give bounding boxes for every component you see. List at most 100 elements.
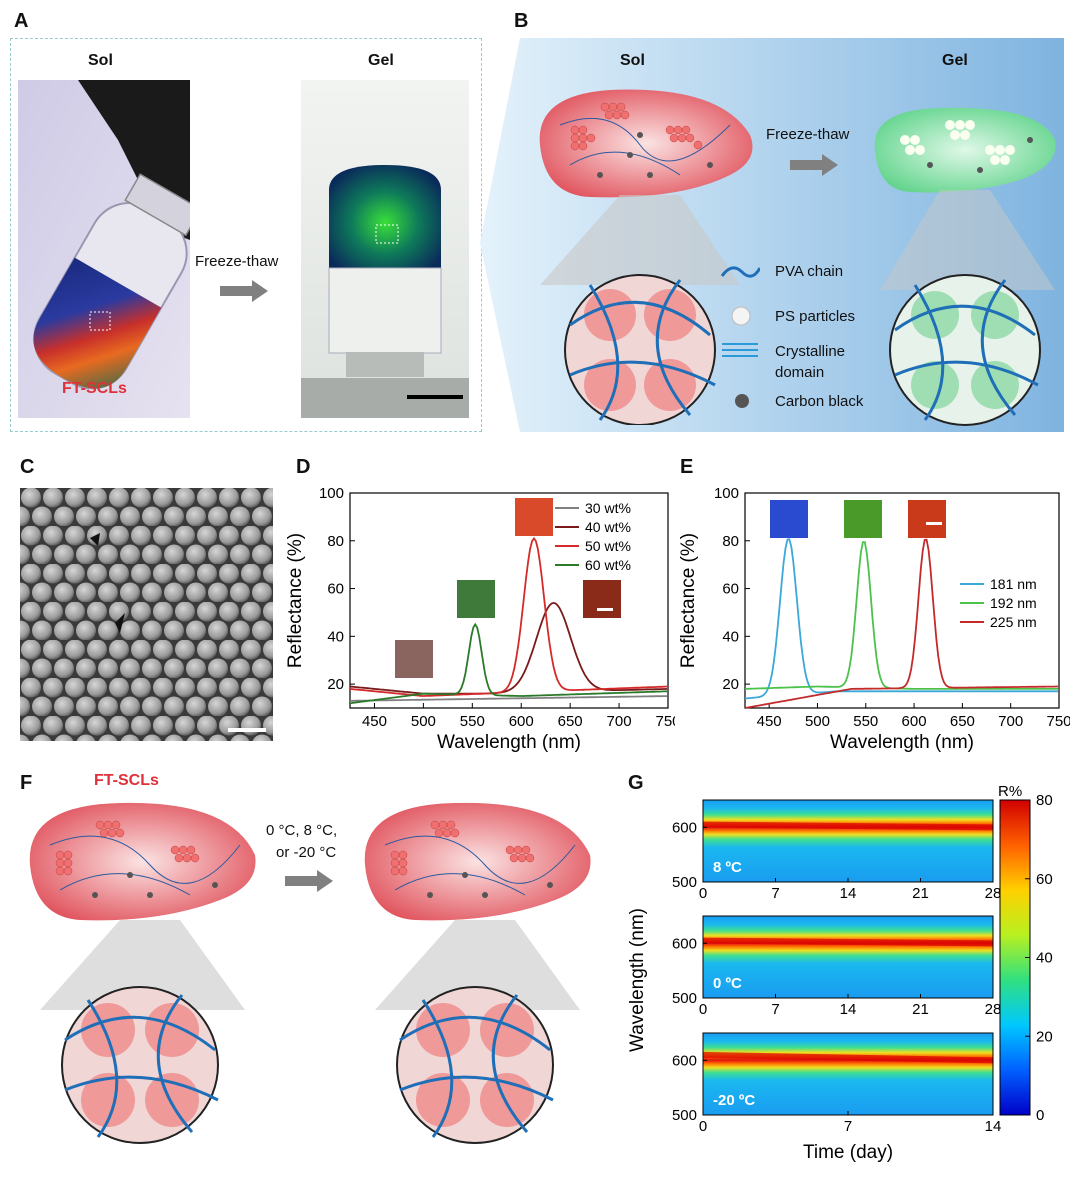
y-tick-label: 500 xyxy=(672,990,697,1007)
x-tick-label: 21 xyxy=(912,885,929,902)
x-tick-label: 650 xyxy=(558,713,583,730)
legend-label-0: 30 wt% xyxy=(585,500,631,516)
panel-label-b: B xyxy=(514,10,529,32)
sem-image xyxy=(20,488,273,741)
plot-frame xyxy=(744,492,1060,709)
x-tick-label: 21 xyxy=(912,1001,929,1018)
panel-label-c: C xyxy=(20,456,35,478)
series-line-3 xyxy=(349,622,668,705)
panel-f-arrow-icon xyxy=(285,870,333,892)
colorbar-tick-label: 60 xyxy=(1036,871,1053,888)
panel-b-sol-title: Sol xyxy=(620,52,645,69)
x-tick-label: 750 xyxy=(655,713,675,730)
panel-f-condition-line1: 0 °C, 8 °C, xyxy=(266,822,338,839)
y-axis-label: Reflectance (%) xyxy=(678,533,699,668)
gel-vial-photo xyxy=(301,80,469,418)
colorbar-tick-label: 80 xyxy=(1036,792,1053,809)
legend-label-2: 225 nm xyxy=(990,614,1037,630)
swatch-181nm xyxy=(770,500,808,538)
x-tick-label: 600 xyxy=(509,713,534,730)
legend-label-2: 50 wt% xyxy=(585,538,631,554)
heatmap-0 xyxy=(703,800,993,882)
ps-particle-icon xyxy=(731,306,751,326)
swatch-50wt xyxy=(515,498,553,536)
x-axis-label: Time (day) xyxy=(803,1142,893,1163)
x-tick-label: 7 xyxy=(844,1118,852,1135)
heatmap-condition-label-0: 8 ºC xyxy=(713,859,742,876)
panel-f-droplet-after xyxy=(364,802,591,1144)
panel-a-gel-title: Gel xyxy=(368,52,394,69)
x-tick-label: 28 xyxy=(985,885,1002,902)
y-tick-label: 80 xyxy=(722,533,739,550)
x-tick-label: 450 xyxy=(757,713,782,730)
panel-label-d: D xyxy=(296,456,311,478)
heatmap-condition-label-1: 0 ºC xyxy=(713,975,742,992)
panel-label-e: E xyxy=(680,456,694,478)
series-line-2 xyxy=(744,538,1058,709)
x-tick-label: 7 xyxy=(771,885,779,902)
legend-pva-chain: PVA chain xyxy=(775,263,844,280)
panel-a-sol-title: Sol xyxy=(88,52,113,69)
x-tick-label: 28 xyxy=(985,1001,1002,1018)
panel-f-droplet-before xyxy=(29,802,256,1144)
swatch-192nm xyxy=(844,500,882,538)
swatch-scale-bar xyxy=(597,608,613,611)
swatch-225nm xyxy=(908,500,946,538)
x-tick-label: 500 xyxy=(805,713,830,730)
panel-b-arrow-icon xyxy=(790,154,838,176)
chart-d: 450 500 550 600 650 700 750 20 40 60 80 100 Waveleng… xyxy=(285,485,675,753)
panel-b-sol-droplet xyxy=(539,89,753,425)
x-tick-label: 600 xyxy=(902,713,927,730)
x-axis-label: Wavelength (nm) xyxy=(830,732,974,753)
x-tick-label: 0 xyxy=(699,885,707,902)
x-tick-label: 500 xyxy=(411,713,436,730)
y-tick-label: 600 xyxy=(672,935,697,952)
y-tick-label: 100 xyxy=(319,485,344,502)
panel-label-a: A xyxy=(14,10,29,32)
series-line-0 xyxy=(350,695,667,702)
panel-b-gel-title: Gel xyxy=(942,52,968,69)
swatch-40wt xyxy=(583,580,621,618)
heatmap-2 xyxy=(703,1033,993,1115)
swatch-30wt xyxy=(395,640,433,678)
x-tick-label: 750 xyxy=(1046,713,1070,730)
series-line-2 xyxy=(349,536,668,697)
heatmap-1 xyxy=(703,916,993,998)
crystalline-domain-icon xyxy=(722,343,758,357)
heatmap-peak-ridge-1 xyxy=(702,937,994,947)
y-tick-label: 20 xyxy=(327,676,344,693)
panel-label-f: F xyxy=(20,772,33,794)
x-tick-label: 0 xyxy=(699,1001,707,1018)
y-axis-label: Reflectance (%) xyxy=(285,533,306,668)
colorbar-tick-label: 40 xyxy=(1036,950,1053,967)
x-tick-label: 14 xyxy=(985,1118,1002,1135)
x-axis-label: Wavelength (nm) xyxy=(437,732,581,753)
x-tick-label: 550 xyxy=(460,713,485,730)
heatmap-peak-ridge-0 xyxy=(702,821,994,831)
plot-frame xyxy=(349,492,669,709)
x-tick-label: 700 xyxy=(998,713,1023,730)
x-tick-label: 450 xyxy=(362,713,387,730)
pva-chain-icon xyxy=(720,266,760,278)
legend-label-1: 40 wt% xyxy=(585,519,631,535)
x-tick-label: 0 xyxy=(699,1118,707,1135)
heatmap-condition-label-2: -20 ºC xyxy=(713,1092,755,1109)
y-axis-label: Wavelength (nm) xyxy=(627,908,648,1052)
x-tick-label: 7 xyxy=(771,1001,779,1018)
y-tick-label: 500 xyxy=(672,874,697,891)
panel-a-sample-label: FT-SCLs xyxy=(62,380,127,397)
swatch-60wt xyxy=(457,580,495,618)
y-tick-label: 80 xyxy=(327,533,344,550)
y-tick-label: 600 xyxy=(672,819,697,836)
panel-label-g: G xyxy=(628,772,644,794)
sol-vial-photo xyxy=(18,80,190,418)
y-tick-label: 40 xyxy=(722,628,739,645)
panel-b-arrow-text: Freeze-thaw xyxy=(766,126,850,143)
y-tick-label: 60 xyxy=(327,581,344,598)
swatch-scale-bar xyxy=(926,522,942,525)
panel-a-arrow-icon xyxy=(220,280,268,302)
legend-label-0: 181 nm xyxy=(990,576,1037,592)
panel-a-arrow-text: Freeze-thaw xyxy=(195,253,279,270)
heatmap-peak-ridge-2 xyxy=(702,1051,994,1064)
